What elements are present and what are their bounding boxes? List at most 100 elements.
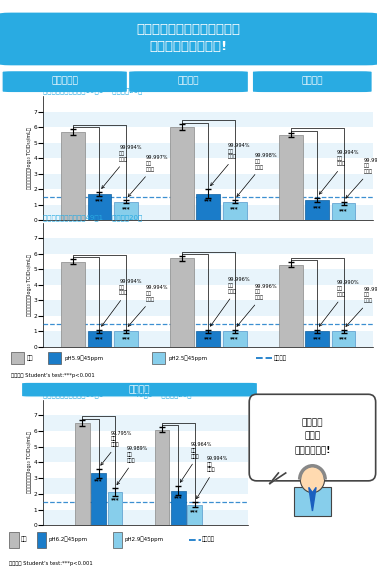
Text: ガンマ株: ガンマ株 [178,77,199,85]
Bar [114,202,138,220]
Text: 新型コロナウイルス変異株の
除菌ポイントはココ!: 新型コロナウイルス変異株の 除菌ポイントはココ! [136,22,241,53]
Text: 99.998%
以上
不活化: 99.998% 以上 不活化 [237,153,277,196]
FancyBboxPatch shape [2,70,127,93]
Text: ***: *** [339,336,348,341]
Text: ***: *** [313,204,322,210]
Text: 99.990%
以上
不活化: 99.990% 以上 不活化 [319,281,360,326]
Bar [170,127,194,220]
Bar [43,510,248,525]
Text: 検出限界: 検出限界 [202,537,215,543]
Bar [43,478,248,494]
Text: 統計解析 Student's test:***p<0.001: 統計解析 Student's test:***p<0.001 [9,562,93,566]
Bar [107,492,122,525]
Bar [294,487,331,516]
FancyBboxPatch shape [252,70,372,93]
Bar [87,194,111,220]
Bar [43,112,373,127]
Text: ***: *** [121,206,130,211]
Y-axis label: ウイルス力価（log₁₀ TCID₅₀/mL）: ウイルス力価（log₁₀ TCID₅₀/mL） [27,254,32,316]
Text: 試験液：ウイルス液＝19：1              49：1    反応時間20秒: 試験液：ウイルス液＝19：1 49：1 反応時間20秒 [43,391,192,398]
Text: pH6.2、45ppm: pH6.2、45ppm [48,537,87,543]
Text: 99.964%
以上
不活化: 99.964% 以上 不活化 [180,442,212,482]
Text: 99.996%
以上
不活化: 99.996% 以上 不活化 [237,283,277,327]
Bar [43,143,373,158]
Text: 99.997%
以上
不活化: 99.997% 以上 不活化 [128,156,168,196]
Bar [171,491,186,525]
Text: 試験液：ウイルス液＝49：1    反応時間20秒: 試験液：ウイルス液＝49：1 反応時間20秒 [43,214,143,221]
Text: アルファ株: アルファ株 [51,77,78,85]
FancyBboxPatch shape [21,382,257,397]
Text: 99.990%
以上
不活化: 99.990% 以上 不活化 [346,287,377,327]
Text: ***: *** [204,336,213,341]
Text: ***: *** [230,206,239,211]
Text: ***: *** [95,199,104,203]
Bar [9,532,19,548]
Text: 99.989%
以上
不活化: 99.989% 以上 不活化 [117,446,149,484]
Text: 99.994%
以上
不活化: 99.994% 以上 不活化 [211,143,251,185]
FancyBboxPatch shape [249,395,375,481]
Bar [37,532,46,548]
Y-axis label: ウイルス力価（log₁₀ TCID₅₀/mL）: ウイルス力価（log₁₀ TCID₅₀/mL） [27,127,32,189]
Bar [43,300,373,316]
Y-axis label: ウイルス力価（log₁₀ TCID₅₀/mL）: ウイルス力価（log₁₀ TCID₅₀/mL） [27,431,32,494]
Text: ***: *** [204,199,213,203]
Bar [305,331,329,347]
Text: 試験液：ウイルス液＝19：1    反応時間20秒: 試験液：ウイルス液＝19：1 反応時間20秒 [43,88,143,94]
Bar [279,135,303,220]
Text: 検出限界: 検出限界 [274,355,287,361]
Text: pH2.9、45ppm: pH2.9、45ppm [124,537,164,543]
Text: 対照: 対照 [21,537,28,543]
Bar [11,352,24,363]
Bar [187,505,202,525]
Text: 99.994%
以上
不活化: 99.994% 以上 不活化 [319,150,359,194]
Bar [43,238,373,254]
Bar [87,331,111,347]
Bar [75,423,90,525]
Bar [61,132,85,220]
Text: 99.996%
以上
不活化: 99.996% 以上 不活化 [210,277,251,326]
Text: 統計解析 Student's test:***p<0.001: 統計解析 Student's test:***p<0.001 [11,373,95,377]
Bar [43,174,373,189]
Text: ***: *** [174,495,182,501]
Text: ***: *** [230,336,239,341]
Text: ***: *** [190,510,199,514]
Bar [43,331,373,347]
Text: 99.995%
以上
不活化: 99.995% 以上 不活化 [346,158,377,198]
Text: 対照: 対照 [27,355,34,361]
Circle shape [300,467,325,492]
Bar [332,331,356,347]
Bar [61,262,85,347]
Bar [223,331,247,347]
Text: 99.994%
以上
不活化: 99.994% 以上 不活化 [128,285,168,327]
Bar [332,203,356,220]
Bar [114,331,138,347]
Text: 変異株も
強力に
不活化できた!: 変異株も 強力に 不活化できた! [294,419,331,454]
Bar [43,447,248,463]
Bar [279,265,303,347]
Text: 99.994%
以上
不活化: 99.994% 以上 不活化 [101,279,142,326]
Bar [43,415,248,431]
Bar [170,259,194,347]
Text: 99.994%
以上
不活化: 99.994% 以上 不活化 [196,456,228,499]
Text: ***: *** [339,208,348,213]
Text: ***: *** [110,497,119,502]
FancyBboxPatch shape [0,11,377,67]
Bar [152,352,165,363]
Bar [43,204,373,220]
Text: pH2.5、45ppm: pH2.5、45ppm [168,355,207,361]
Text: ***: *** [95,336,104,341]
Text: 99.994%
以上
不活化: 99.994% 以上 不活化 [102,145,142,188]
Bar [223,202,247,220]
Bar [196,194,220,220]
Polygon shape [270,473,286,483]
Bar [305,200,329,220]
Text: ***: *** [94,478,103,483]
Polygon shape [309,487,316,511]
Bar [91,473,106,525]
Bar [155,430,169,525]
Bar [196,331,220,347]
Bar [113,532,123,548]
Text: ***: *** [313,336,322,341]
Text: pH5.9、45ppm: pH5.9、45ppm [64,355,103,361]
Text: ベータ株: ベータ株 [302,77,323,85]
